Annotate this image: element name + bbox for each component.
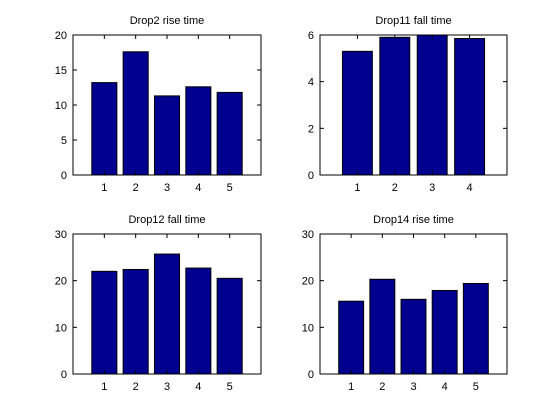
subplot-3: Drop12 fall time 1 2 3 4 5 0 10 20 30 <box>55 214 262 393</box>
y-tick-label: 15 <box>55 65 67 77</box>
x-tick-label: 4 <box>442 381 448 393</box>
x-tick-label: 4 <box>467 182 473 194</box>
y-tick-label: 30 <box>302 229 314 241</box>
y-tick-label: 30 <box>55 229 67 241</box>
x-tick-label: 2 <box>133 182 139 194</box>
bar-4 <box>431 289 458 375</box>
x-tick-label: 3 <box>164 182 170 194</box>
bar-5 <box>216 277 243 375</box>
bar-1 <box>91 82 118 176</box>
x-tick-label: 5 <box>227 381 233 393</box>
bar-3 <box>400 298 427 375</box>
y-tick-label: 0 <box>61 170 67 182</box>
chart-title: Drop12 fall time <box>128 214 205 226</box>
x-tick-label: 1 <box>101 182 107 194</box>
y-tick-label: 4 <box>308 77 314 89</box>
x-tick-label: 2 <box>392 182 398 194</box>
bar-1 <box>91 270 118 375</box>
y-tick-label: 2 <box>308 123 314 135</box>
x-tick-label: 5 <box>473 381 479 393</box>
x-tick-label: 2 <box>379 381 385 393</box>
y-tick-label: 0 <box>61 369 67 381</box>
bar-2 <box>122 268 149 375</box>
y-tick-label: 20 <box>55 276 67 288</box>
bar-2 <box>369 278 396 375</box>
chart-title: Drop11 fall time <box>375 15 451 27</box>
y-tick-label: 0 <box>308 369 314 381</box>
bar-4 <box>454 38 486 176</box>
x-tick-label: 3 <box>410 381 416 393</box>
bar-5 <box>462 282 489 375</box>
bar-4 <box>185 86 212 176</box>
subplot-4: Drop14 rise time 1 2 3 4 5 0 10 20 30 <box>302 214 508 393</box>
chart-title: Drop14 rise time <box>373 214 454 226</box>
bar-3 <box>153 253 181 375</box>
y-tick-label: 6 <box>308 30 314 42</box>
y-tick-label: 10 <box>55 322 67 334</box>
x-tick-label: 1 <box>354 182 360 194</box>
y-tick-label: 10 <box>302 322 314 334</box>
x-tick-label: 3 <box>429 182 435 194</box>
y-tick-label: 0 <box>308 170 314 182</box>
bar-4 <box>185 267 212 375</box>
chart-title: Drop2 rise time <box>130 15 205 27</box>
y-tick-label: 10 <box>55 100 67 112</box>
bar-1 <box>341 50 373 176</box>
x-tick-label: 4 <box>195 381 201 393</box>
x-tick-label: 3 <box>164 381 170 393</box>
subplot-2: Drop11 fall time 1 2 3 4 0 2 4 6 <box>308 15 508 194</box>
x-tick-label: 1 <box>348 381 354 393</box>
bar-2 <box>379 36 411 176</box>
x-tick-label: 2 <box>133 381 139 393</box>
bar-3 <box>416 34 448 176</box>
y-tick-label: 20 <box>55 30 67 42</box>
bar-2 <box>122 51 149 176</box>
bar-3 <box>153 95 181 176</box>
x-tick-label: 4 <box>195 182 201 194</box>
x-tick-label: 1 <box>101 381 107 393</box>
bar-5 <box>216 91 243 176</box>
y-tick-label: 20 <box>302 276 314 288</box>
subplot-1: Drop2 rise time 1 2 3 4 5 0 5 10 15 20 <box>55 15 262 194</box>
bar-1 <box>338 300 365 375</box>
x-tick-label: 5 <box>227 182 233 194</box>
y-tick-label: 5 <box>61 135 67 147</box>
